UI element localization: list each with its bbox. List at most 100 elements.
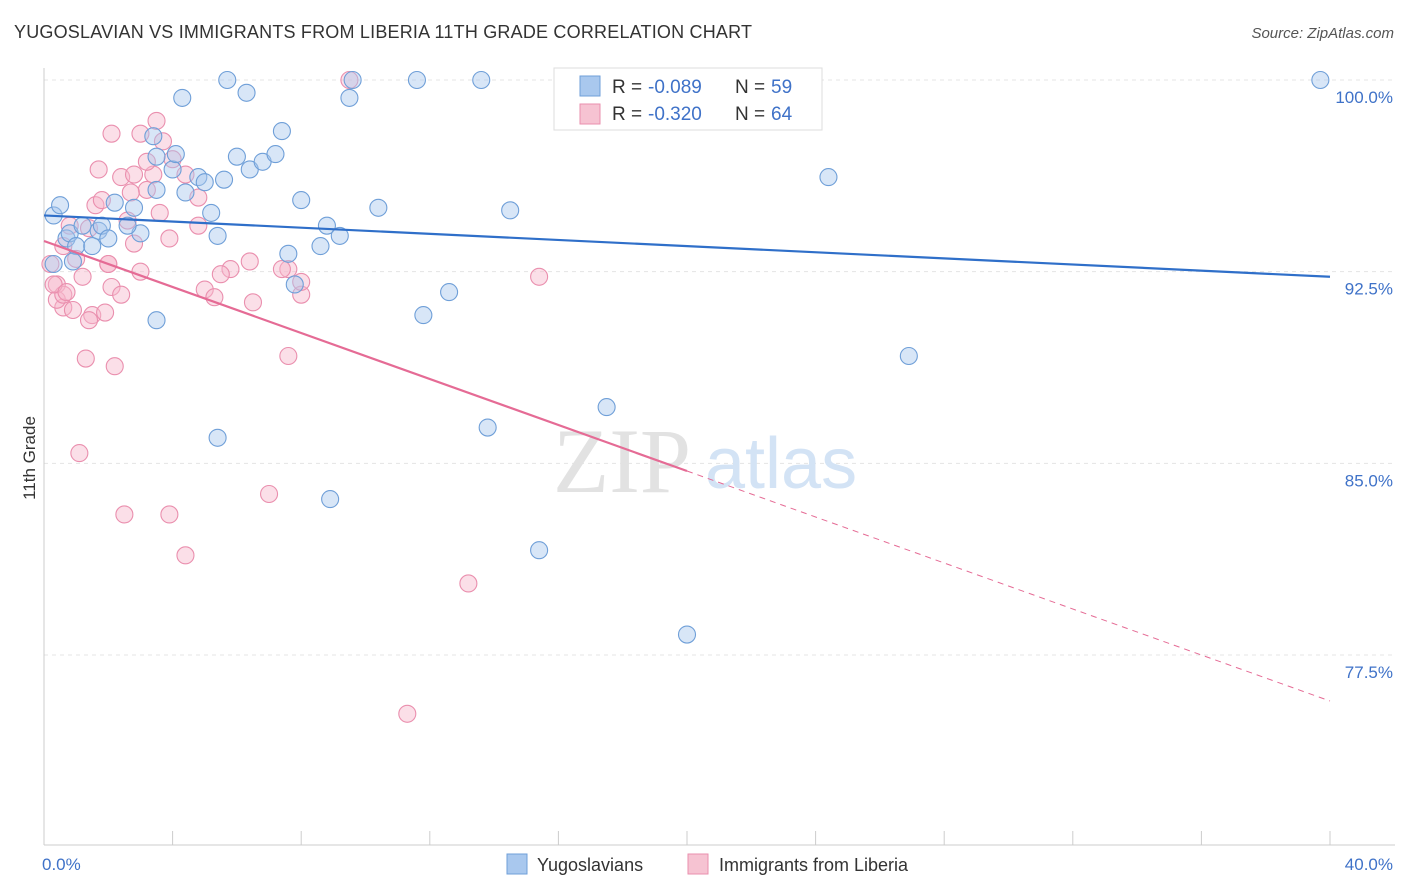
data-point-liberia bbox=[176, 546, 195, 565]
data-point-liberia bbox=[73, 267, 92, 286]
data-point-liberia bbox=[211, 265, 230, 284]
data-point-liberia bbox=[70, 444, 89, 463]
data-point-yugoslavian bbox=[57, 229, 76, 248]
legend-r-value-2: -0.320 bbox=[648, 104, 702, 125]
legend-n-value-2: 64 bbox=[771, 104, 793, 125]
data-point-yugoslavian bbox=[340, 88, 359, 107]
data-point-yugoslavian bbox=[173, 88, 192, 107]
data-point-yugoslavian bbox=[144, 127, 163, 146]
data-point-yugoslavian bbox=[321, 490, 340, 509]
data-point-yugoslavian bbox=[407, 70, 426, 90]
data-point-liberia bbox=[105, 357, 124, 376]
data-point-liberia bbox=[160, 229, 179, 248]
data-point-yugoslavian bbox=[292, 191, 311, 210]
data-point-yugoslavian bbox=[285, 275, 304, 294]
data-point-liberia bbox=[272, 260, 291, 279]
data-point-yugoslavian bbox=[89, 221, 108, 240]
source-label: Source: ZipAtlas.com bbox=[1251, 25, 1394, 42]
data-point-liberia bbox=[240, 252, 259, 271]
data-point-yugoslavian bbox=[195, 173, 214, 192]
y-tick-label: 100.0% bbox=[1335, 88, 1393, 107]
data-point-yugoslavian bbox=[147, 180, 166, 199]
data-point-yugoslavian bbox=[208, 226, 227, 245]
data-point-yugoslavian bbox=[73, 216, 92, 235]
watermark-zip: ZIP bbox=[553, 410, 691, 512]
data-point-yugoslavian bbox=[83, 237, 102, 256]
data-point-liberia bbox=[89, 160, 108, 179]
x-tick-label: 40.0% bbox=[1345, 855, 1393, 874]
data-point-yugoslavian bbox=[597, 398, 616, 417]
data-point-yugoslavian bbox=[311, 237, 330, 256]
data-point-yugoslavian bbox=[176, 183, 195, 202]
data-point-liberia bbox=[124, 234, 144, 253]
x-tick-label: 0.0% bbox=[42, 855, 81, 874]
bottom-legend-swatch-blue bbox=[506, 853, 528, 875]
trend-line-liberia-extrapolated bbox=[686, 470, 1331, 702]
data-point-liberia bbox=[124, 165, 144, 184]
data-point-liberia bbox=[137, 152, 156, 171]
legend-r-value-1: -0.089 bbox=[648, 77, 702, 98]
data-point-liberia bbox=[221, 260, 240, 279]
stats-legend: R = -0.089 N = 59 R = -0.320 N = 64 bbox=[553, 67, 823, 131]
tick-labels: 100.0% 92.5% 85.0% 77.5% 0.0% 40.0% bbox=[42, 88, 1393, 874]
data-point-yugoslavian bbox=[266, 145, 285, 164]
data-point-yugoslavian bbox=[147, 147, 166, 166]
axes bbox=[43, 68, 1395, 846]
series-yugoslavians-points bbox=[44, 70, 1330, 644]
data-point-yugoslavian bbox=[63, 252, 82, 271]
data-point-liberia bbox=[115, 505, 134, 524]
legend-r-label-1: R = bbox=[612, 77, 642, 98]
legend-n-label-1: N = bbox=[735, 77, 765, 98]
legend-swatch-blue bbox=[579, 75, 601, 97]
y-axis-title: 11th Grade bbox=[20, 416, 39, 500]
data-point-yugoslavian bbox=[118, 216, 137, 235]
bottom-legend-swatch-pink bbox=[687, 853, 709, 875]
legend-n-label-2: N = bbox=[735, 104, 765, 125]
series-liberia-points bbox=[41, 70, 549, 723]
data-point-yugoslavian bbox=[214, 170, 234, 189]
data-point-yugoslavian bbox=[124, 198, 144, 217]
bottom-legend-label-yugoslavians: Yugoslavians bbox=[537, 855, 643, 875]
data-point-liberia bbox=[102, 124, 121, 143]
bottom-legend-label-liberia: Immigrants from Liberia bbox=[719, 855, 909, 875]
data-point-liberia bbox=[292, 285, 311, 304]
legend-n-value-1: 59 bbox=[771, 77, 792, 98]
y-tick-label: 85.0% bbox=[1345, 471, 1393, 490]
data-point-liberia bbox=[96, 303, 115, 322]
watermark-atlas: atlas bbox=[705, 424, 857, 504]
data-point-yugoslavian bbox=[279, 244, 298, 263]
chart-title: YUGOSLAVIAN VS IMMIGRANTS FROM LIBERIA 1… bbox=[14, 22, 753, 42]
data-point-liberia bbox=[102, 277, 121, 297]
data-point-yugoslavian bbox=[51, 196, 70, 215]
data-point-yugoslavian bbox=[227, 147, 246, 166]
data-point-yugoslavian bbox=[677, 625, 697, 644]
data-point-yugoslavian bbox=[478, 418, 497, 437]
data-point-liberia bbox=[63, 300, 82, 320]
data-point-liberia bbox=[189, 216, 208, 235]
data-point-yugoslavian bbox=[819, 168, 838, 187]
data-point-yugoslavian bbox=[237, 83, 256, 102]
data-point-liberia bbox=[259, 484, 279, 504]
data-point-yugoslavian bbox=[369, 198, 388, 217]
data-point-yugoslavian bbox=[44, 254, 63, 274]
data-point-liberia bbox=[147, 111, 166, 130]
legend-swatch-pink bbox=[579, 103, 601, 125]
data-point-liberia bbox=[530, 267, 549, 286]
data-point-yugoslavian bbox=[899, 346, 918, 366]
trend-lines bbox=[43, 214, 1331, 702]
series-legend: Yugoslavians Immigrants from Liberia bbox=[506, 853, 909, 875]
data-point-liberia bbox=[160, 505, 179, 524]
data-point-yugoslavian bbox=[218, 70, 237, 90]
data-point-yugoslavian bbox=[414, 306, 433, 325]
data-point-yugoslavian bbox=[105, 193, 124, 212]
data-point-liberia bbox=[121, 183, 140, 202]
data-point-liberia bbox=[112, 285, 131, 304]
data-point-liberia bbox=[459, 574, 478, 593]
data-point-yugoslavian bbox=[501, 201, 520, 220]
data-point-liberia bbox=[279, 260, 298, 279]
data-point-yugoslavian bbox=[330, 226, 349, 245]
data-point-yugoslavian bbox=[166, 145, 185, 164]
legend-r-label-2: R = bbox=[612, 104, 642, 125]
data-point-yugoslavian bbox=[208, 428, 227, 447]
